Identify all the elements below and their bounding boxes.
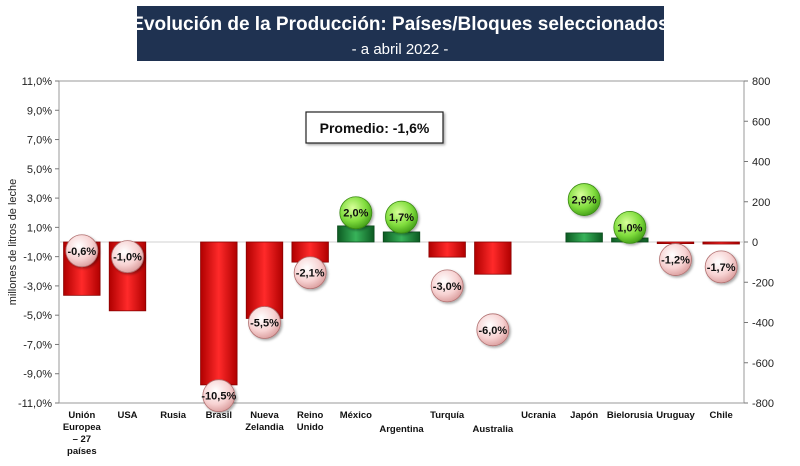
- percent-label: -1,0%: [113, 252, 142, 264]
- percent-bubble-circle: [385, 200, 418, 234]
- category-label: Turquía: [430, 410, 465, 421]
- right-tick-label: 800: [752, 76, 770, 88]
- left-tick-label: 7,0%: [27, 135, 52, 147]
- percent-label: -10,5%: [201, 391, 236, 403]
- percent-label: 1,7%: [389, 212, 414, 224]
- percent-bubble: -2,1%: [293, 256, 327, 290]
- left-tick-label: -11,0%: [18, 398, 52, 410]
- percent-bubble-circle: [704, 250, 738, 284]
- percent-bubble: -5,5%: [248, 306, 281, 339]
- average-text: Promedio: -1,6%: [320, 120, 430, 136]
- percent-bubble-circle: [202, 379, 236, 413]
- percent-label: -0,6%: [67, 246, 96, 258]
- left-tick-label: 5,0%: [27, 164, 52, 176]
- left-axis: 11,0% 9,0% 7,0% 5,0% 3,0% 1,0% -1,0% -3,0% -5,0%…: [18, 76, 59, 410]
- percent-bubble-circle: [613, 210, 647, 244]
- left-tick-label: -1,0%: [23, 252, 52, 264]
- percent-label: 2,0%: [343, 208, 368, 220]
- percent-bubble-circle: [339, 196, 373, 230]
- bar: [702, 241, 740, 245]
- category-labels: Unión Europea – 27 países USA Rusia Brasil Nuev…: [63, 410, 733, 457]
- percent-bubble-circle: [430, 269, 464, 303]
- percent-bubble: -0,6%: [65, 234, 99, 268]
- title-background: [137, 6, 664, 61]
- right-tick-label: -600: [752, 358, 774, 370]
- chart-title: Evolución de la Producción: Países/Bloqu…: [131, 14, 668, 35]
- left-tick-label: 9,0%: [27, 105, 52, 117]
- right-tick-label: 0: [752, 237, 758, 249]
- percent-bubble: -1,7%: [704, 250, 738, 284]
- percent-label: 1,0%: [617, 222, 642, 234]
- left-tick-label: 11,0%: [22, 76, 53, 88]
- category-label: Chile: [710, 410, 733, 421]
- percent-label: -6,0%: [478, 325, 507, 337]
- percent-bubble-circle: [111, 240, 144, 274]
- y-axis-label: millones de litros de leche: [7, 179, 19, 306]
- average-box: [305, 111, 444, 144]
- category-label: Argentina: [379, 424, 424, 435]
- percent-bubble-circle: [65, 234, 99, 268]
- right-tick-label: 600: [752, 116, 770, 128]
- percent-bubble: 2,9%: [567, 183, 601, 216]
- percent-label: -3,0%: [433, 281, 462, 293]
- percent-bubble: -1,2%: [659, 243, 692, 276]
- left-tick-label: -3,0%: [23, 281, 52, 293]
- percent-label: -5,5%: [250, 318, 279, 330]
- right-tick-label: -400: [752, 318, 774, 330]
- bar: [474, 241, 512, 275]
- percent-bubble: -3,0%: [430, 269, 464, 303]
- category-label: México: [340, 410, 372, 421]
- category-label: Unión Europea – 27 países: [63, 410, 102, 457]
- percent-bubble-circle: [248, 306, 281, 339]
- category-label: Uruguay: [656, 410, 695, 421]
- category-label: Japón: [570, 410, 598, 421]
- percent-bubble-circle: [567, 183, 601, 216]
- percent-bubble: -6,0%: [476, 313, 510, 347]
- right-tick-label: 400: [752, 157, 770, 169]
- left-tick-label: -5,0%: [23, 310, 52, 322]
- left-tick-label: -9,0%: [23, 369, 52, 381]
- left-tick-label: 3,0%: [27, 193, 52, 205]
- percent-bubble: -1,0%: [111, 240, 144, 274]
- category-label: USA: [117, 410, 137, 421]
- right-tick-label: -800: [752, 398, 774, 410]
- percent-bubble-circle: [476, 313, 510, 347]
- left-tick-label: -7,0%: [23, 339, 52, 351]
- percent-bubble-circle: [659, 243, 692, 276]
- category-label: Nueva Zelandia: [245, 410, 284, 433]
- percent-bubble: 1,0%: [613, 210, 647, 244]
- bar: [245, 241, 284, 319]
- percent-bubble: -10,5%: [201, 379, 236, 413]
- average-annotation: Promedio: -1,6%: [305, 111, 444, 144]
- percent-label: 2,9%: [572, 195, 597, 207]
- category-label: Bielorusia: [607, 410, 654, 421]
- category-label: Ucrania: [521, 410, 557, 421]
- chart-title-banner: Evolución de la Producción: Países/Bloqu…: [131, 6, 669, 61]
- bar: [565, 232, 603, 243]
- left-tick-label: 1,0%: [27, 222, 52, 234]
- category-label: Australia: [473, 424, 514, 435]
- category-label: Rusia: [160, 410, 187, 421]
- right-tick-label: -200: [752, 277, 774, 289]
- chart-subtitle: - a abril 2022 -: [352, 41, 449, 58]
- right-tick-label: 200: [752, 197, 770, 209]
- bar: [428, 241, 466, 258]
- category-label: Reino Unido: [297, 410, 324, 433]
- bubbles: -0,6% -1,0% -10,5% -5,5% -2,1% 2,0% 1,7% -3,0% -…: [65, 183, 738, 413]
- right-axis: 800 600 400 200 0 -200 -400 -600 -800: [744, 76, 774, 410]
- bar: [200, 241, 238, 386]
- percent-label: -1,7%: [707, 262, 736, 274]
- percent-label: -1,2%: [661, 255, 690, 267]
- percent-bubble-circle: [293, 256, 327, 290]
- percent-label: -2,1%: [296, 268, 325, 280]
- percent-bubble: 1,7%: [385, 200, 418, 234]
- category-label: Brasil: [206, 410, 232, 421]
- percent-bubble: 2,0%: [339, 196, 373, 230]
